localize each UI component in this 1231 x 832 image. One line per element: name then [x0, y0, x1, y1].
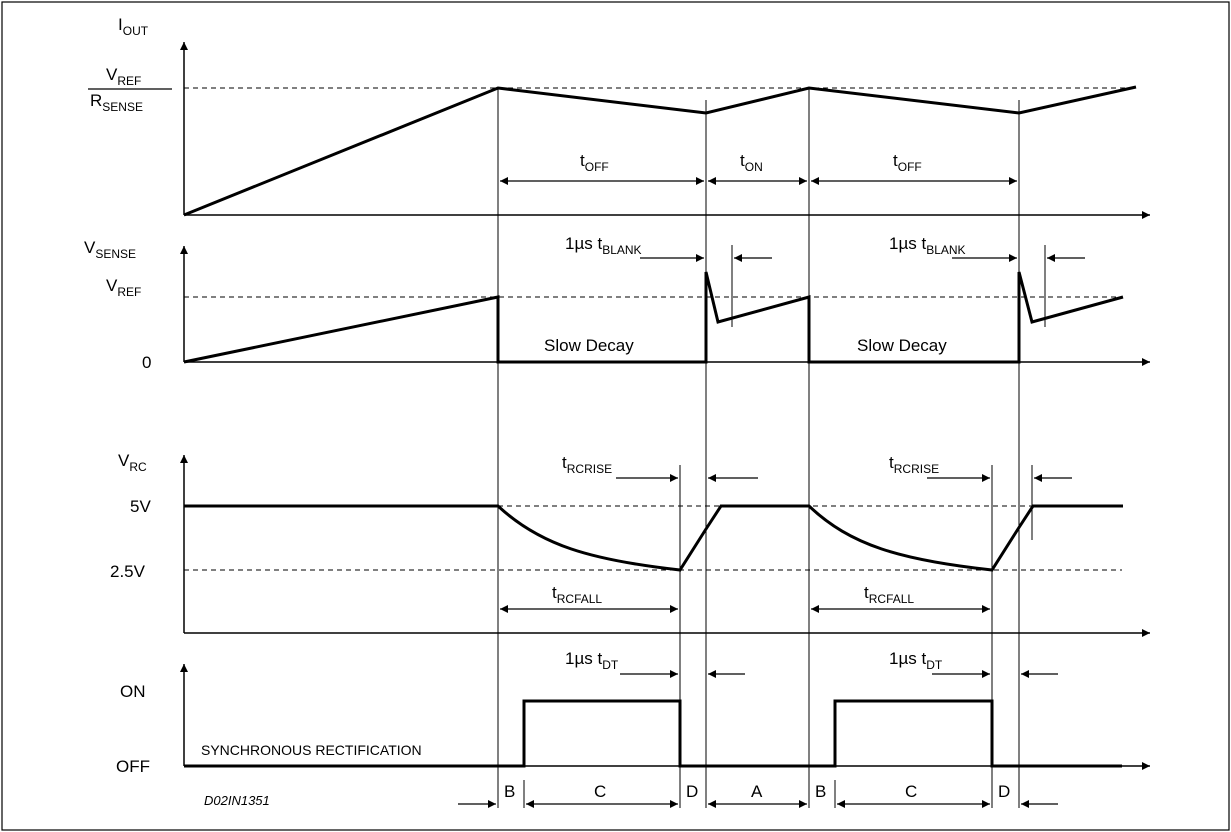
vrc-level-2v5: 2.5V: [110, 562, 146, 581]
vsense-waveform: [183, 271, 1124, 364]
sync-level-on: ON: [120, 682, 146, 701]
tblank-label-2: 1µs tBLANK: [889, 234, 966, 257]
sync-panel: ON OFF SYNCHRONOUS RECTIFICATION 1µs tDT…: [116, 649, 1150, 776]
phase-label-b1: B: [504, 782, 515, 801]
phase-label-b2: B: [815, 782, 826, 801]
phase-row: B C D A B C D D02IN1351: [204, 780, 1058, 808]
trcrise-label-1: tRCRISE: [562, 453, 612, 476]
toff-1-label: tOFF: [580, 151, 609, 174]
iout-waveform: [183, 85, 1137, 217]
trcfall-label-2: tRCFALL: [864, 583, 914, 606]
slow-decay-label-1: Slow Decay: [544, 336, 634, 355]
phase-label-c2: C: [905, 782, 917, 801]
phase-label-a: A: [751, 782, 763, 801]
tdt-label-1: 1µs tDT: [565, 649, 619, 672]
iout-panel: IOUT VREF RSENSE tOFF tON tOFF: [88, 15, 1150, 219]
trcrise-label-2: tRCRISE: [889, 453, 939, 476]
figure-code: D02IN1351: [204, 793, 270, 808]
vsense-ylabel: VSENSE: [84, 238, 136, 261]
sync-rectification-label: SYNCHRONOUS RECTIFICATION: [201, 742, 422, 758]
tblank-label-1: 1µs tBLANK: [565, 234, 642, 257]
phase-label-d2: D: [998, 782, 1010, 801]
phase-label-d1: D: [686, 782, 698, 801]
trcfall-label-1: tRCFALL: [552, 583, 602, 606]
ton-label: tON: [740, 151, 763, 174]
vsense-level-vref: VREF: [106, 276, 141, 299]
vrc-panel: VRC 5V 2.5V tRCRISE tRCRISE tRCFALL tRCF…: [110, 451, 1150, 637]
vsense-level-zero: 0: [142, 353, 151, 372]
iout-level-numerator: VREF: [106, 65, 141, 88]
iout-ylabel: IOUT: [118, 15, 149, 38]
slow-decay-label-2: Slow Decay: [857, 336, 947, 355]
sync-waveform: [184, 699, 1122, 768]
vrc-waveform: [184, 504, 1123, 572]
toff-2-label: tOFF: [893, 151, 922, 174]
sync-level-off: OFF: [116, 757, 150, 776]
vrc-ylabel: VRC: [118, 451, 147, 474]
vsense-panel: VSENSE VREF 0 Slow Decay Slow Decay 1µs …: [84, 234, 1150, 372]
timing-reference-lines: [497, 88, 1046, 808]
phase-label-c1: C: [594, 782, 606, 801]
vrc-level-5v: 5V: [130, 497, 151, 516]
iout-level-denominator: RSENSE: [90, 91, 143, 114]
tdt-label-2: 1µs tDT: [889, 649, 943, 672]
